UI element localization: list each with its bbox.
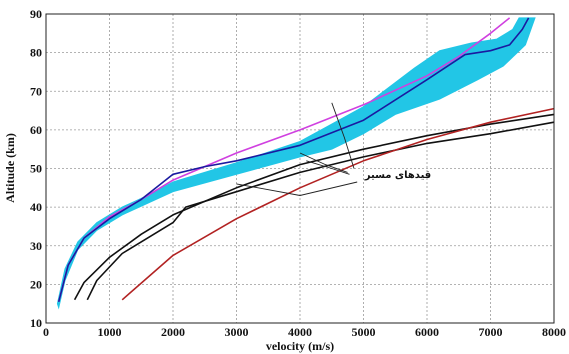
y-tick-label: 20 xyxy=(30,277,42,291)
x-tick-label: 3000 xyxy=(225,325,249,339)
y-axis-label: Altitude (km) xyxy=(3,133,17,203)
x-tick-label: 2000 xyxy=(161,325,185,339)
x-tick-label: 4000 xyxy=(288,325,312,339)
trajectory-band-area xyxy=(56,17,536,310)
x-tick-label: 1000 xyxy=(98,325,122,339)
series-line-3 xyxy=(73,113,555,301)
y-tick-label: 10 xyxy=(30,316,42,330)
y-tick-label: 40 xyxy=(30,200,42,214)
y-tick-label: 60 xyxy=(30,123,42,137)
plot-frame xyxy=(45,13,555,324)
series-line-2 xyxy=(57,17,530,303)
series-lines xyxy=(57,17,555,303)
series-line-4 xyxy=(86,121,555,301)
x-tick-label: 7000 xyxy=(479,325,503,339)
annotation-label: قیدهای مسیر xyxy=(364,170,431,181)
y-tick-label: 50 xyxy=(30,162,42,176)
annotation-leader-line xyxy=(299,152,348,173)
x-tick-label: 0 xyxy=(43,325,49,339)
annotation-leader-line xyxy=(331,102,355,169)
series-line-5 xyxy=(121,107,555,301)
annotation-leaders xyxy=(236,102,358,196)
annotation-leader-line xyxy=(306,160,350,175)
y-tick-label: 70 xyxy=(30,84,42,98)
annotation-leader-line xyxy=(236,181,358,196)
trajectory-band xyxy=(56,17,536,310)
y-tick-label: 80 xyxy=(30,46,42,60)
y-tick-label: 90 xyxy=(30,7,42,21)
y-tick-labels: 10 20 30 40 50 60 70 80 90 xyxy=(30,7,42,330)
x-tick-label: 8000 xyxy=(542,325,566,339)
y-tick-label: 30 xyxy=(30,239,42,253)
x-axis-label: velocity (m/s) xyxy=(266,339,334,353)
x-tick-label: 5000 xyxy=(352,325,376,339)
x-tick-labels: 0 1000 2000 3000 4000 5000 6000 7000 8000 xyxy=(43,325,566,339)
x-tick-label: 6000 xyxy=(415,325,439,339)
